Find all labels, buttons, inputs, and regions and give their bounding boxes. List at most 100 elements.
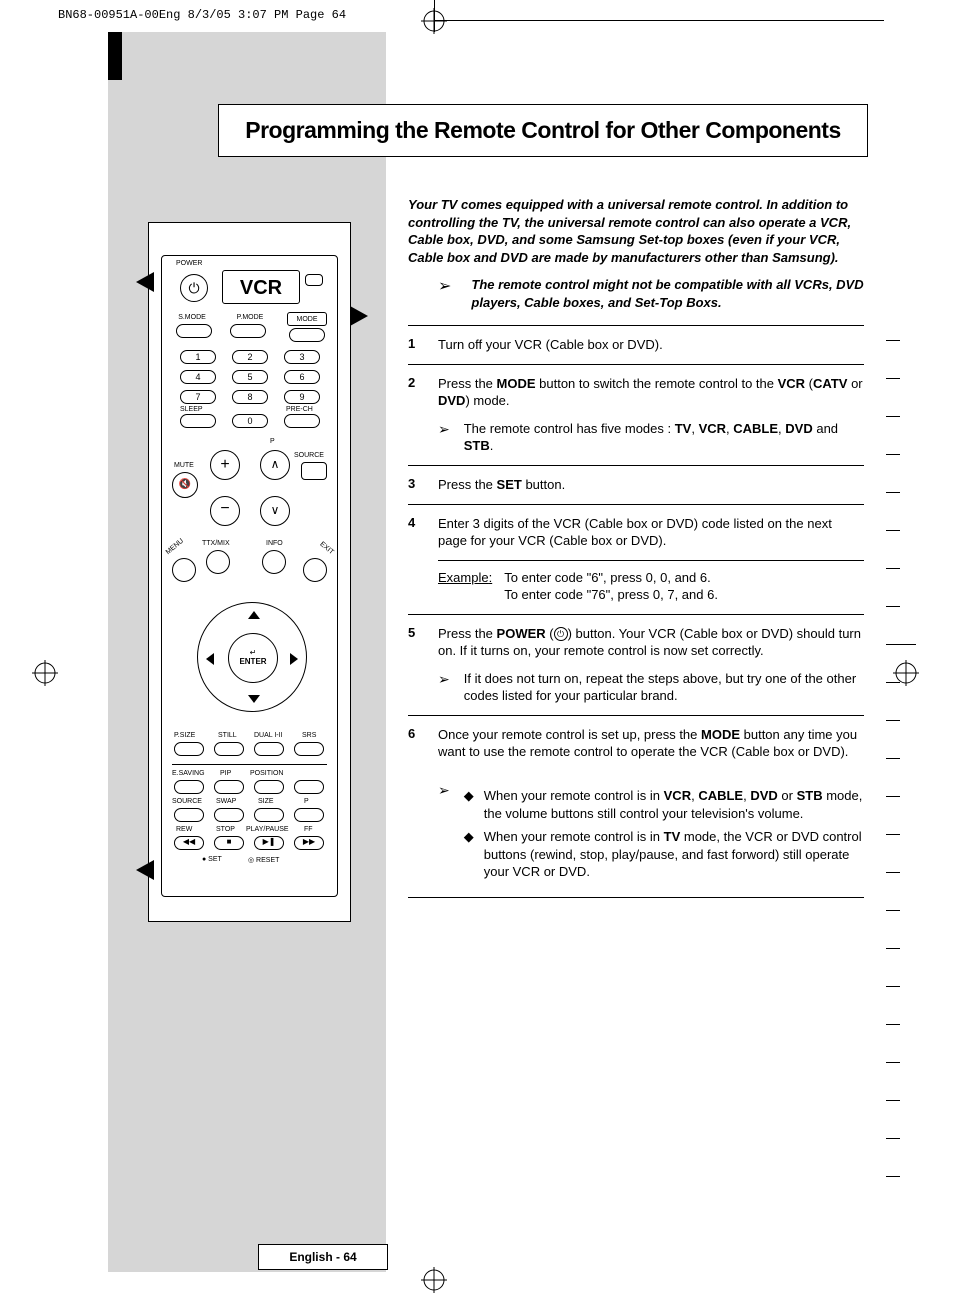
diamond-bullet-icon: ◆ (464, 828, 474, 881)
pointer-set (136, 860, 154, 880)
esaving-button (174, 780, 204, 794)
step-5-note: ➢ If it does not turn on, repeat the ste… (438, 670, 864, 705)
note-arrow-icon: ➢ (438, 670, 450, 705)
source2-label: SOURCE (172, 798, 202, 805)
dpad-left-icon (206, 653, 214, 665)
smode-button (176, 324, 212, 338)
still-label: STILL (218, 732, 237, 739)
swap-button (214, 808, 244, 822)
step-4-example: Example: To enter code "6", press 0, 0, … (438, 560, 864, 604)
top-note-text: The remote control might not be compatib… (471, 276, 864, 311)
stop-label: STOP (216, 826, 235, 833)
position-button (254, 780, 284, 794)
swap-label: SWAP (216, 798, 236, 805)
info-label: INFO (266, 540, 283, 547)
ttx-button (206, 550, 230, 574)
rew-button: ◀◀ (174, 836, 204, 850)
srs-label: SRS (302, 732, 316, 739)
content-area: Your TV comes equipped with a universal … (408, 196, 864, 898)
pointer-power (136, 272, 154, 292)
step-2-num: 2 (408, 375, 438, 455)
mute-label: MUTE (174, 462, 194, 469)
menu-label: MENU (165, 538, 185, 557)
registration-mark-top (421, 8, 447, 34)
pmode-label: P.MODE (230, 314, 270, 321)
num-9: 9 (284, 390, 320, 404)
step-5-body: Press the POWER (⏻) button. Your VCR (Ca… (438, 625, 864, 705)
example-label: Example: (438, 569, 492, 604)
still-button (214, 742, 244, 756)
vol-up: + (210, 450, 240, 480)
rew-label: REW (176, 826, 192, 833)
esaving-label: E.SAVING (172, 770, 205, 777)
step-5: 5 Press the POWER (⏻) button. Your VCR (… (408, 614, 864, 715)
note-arrow-icon: ➢ (438, 420, 450, 455)
pos-up-button (294, 780, 324, 794)
power-label: POWER (176, 260, 202, 267)
step-3-num: 3 (408, 476, 438, 494)
mute-button: 🔇 (172, 472, 198, 498)
source2-button (174, 808, 204, 822)
size-button (254, 808, 284, 822)
step-6: 6 Once your remote control is set up, pr… (408, 715, 864, 898)
p-label: P (270, 438, 275, 445)
note-arrow-icon: ➢ (438, 781, 450, 887)
stop-button: ■ (214, 836, 244, 850)
dpad: ↵ENTER (197, 602, 307, 712)
blank-button-1 (289, 328, 325, 342)
step-2-body: Press the MODE button to switch the remo… (438, 375, 864, 455)
step-1-num: 1 (408, 336, 438, 354)
play-label: PLAY/PAUSE (246, 826, 289, 833)
step-4-body: Enter 3 digits of the VCR (Cable box or … (438, 515, 864, 604)
enter-button: ↵ENTER (228, 633, 278, 683)
sleep-button (180, 414, 216, 428)
step-6-body: Once your remote control is set up, pres… (438, 726, 864, 887)
step-4: 4 Enter 3 digits of the VCR (Cable box o… (408, 504, 864, 614)
num-3: 3 (284, 350, 320, 364)
vol-down: − (210, 496, 240, 526)
size-label: SIZE (258, 798, 274, 805)
pip-label: PIP (220, 770, 231, 777)
power-icon-inline: ⏻ (554, 627, 568, 641)
pointer-mode (350, 306, 368, 326)
prech-button (284, 414, 320, 428)
remote-illustration: POWER ⏻ VCR S.MODE P.MODE MODE 1 2 3 4 5… (148, 222, 351, 922)
note-arrow-icon: ➢ (438, 276, 451, 311)
source-label: SOURCE (291, 452, 327, 459)
psize-button (174, 742, 204, 756)
step-1: 1 Turn off your VCR (Cable box or DVD). (408, 325, 864, 364)
dual-button (254, 742, 284, 756)
page-footer: English - 64 (258, 1244, 388, 1270)
exit-button (303, 558, 327, 582)
ch-up: ∧ (260, 450, 290, 480)
remote-lcd: VCR (222, 270, 300, 304)
info-button (262, 550, 286, 574)
ff-label: FF (304, 826, 313, 833)
step-6-num: 6 (408, 726, 438, 887)
power-button-icon: ⏻ (180, 274, 208, 302)
pos-down-button (294, 808, 324, 822)
registration-mark-bottom (421, 1267, 447, 1293)
num-5: 5 (232, 370, 268, 384)
diamond-bullet-icon: ◆ (464, 787, 474, 822)
page-tab (108, 32, 122, 80)
set-label: ● SET (202, 856, 222, 863)
page-title-box: Programming the Remote Control for Other… (218, 104, 868, 157)
step-2-note: ➢ The remote control has five modes : TV… (438, 420, 864, 455)
step-6-notes: ➢ ◆ When your remote control is in VCR, … (438, 781, 864, 887)
dpad-down-icon (248, 695, 260, 703)
intro-text: Your TV comes equipped with a universal … (408, 196, 864, 266)
step-2: 2 Press the MODE button to switch the re… (408, 364, 864, 465)
crop-mark-horizontal (434, 20, 884, 21)
pip-button (214, 780, 244, 794)
ch-down: ∨ (260, 496, 290, 526)
prech-label: PRE-CH (286, 406, 313, 413)
srs-button (294, 742, 324, 756)
dual-label: DUAL I-II (254, 732, 283, 739)
sleep-label: SLEEP (180, 406, 203, 413)
position-label: POSITION (250, 770, 283, 777)
step-3-body: Press the SET button. (438, 476, 864, 494)
num-6: 6 (284, 370, 320, 384)
step-1-body: Turn off your VCR (Cable box or DVD). (438, 336, 864, 354)
num-4: 4 (180, 370, 216, 384)
